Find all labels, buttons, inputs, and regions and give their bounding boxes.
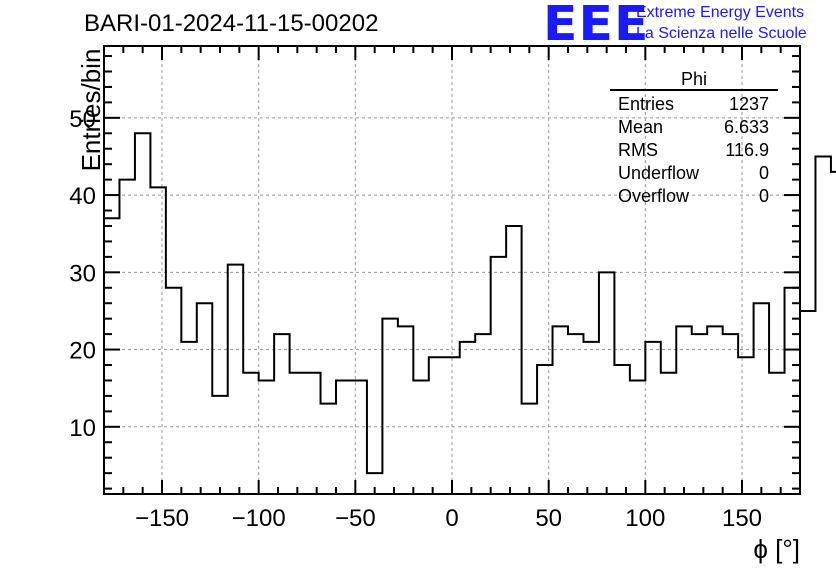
x-tick-label: −100 (232, 505, 286, 532)
stats-value: 0 (759, 163, 769, 183)
grid-lines (104, 46, 800, 494)
stats-label: Underflow (618, 163, 700, 183)
x-tick-label: 150 (722, 505, 762, 532)
y-tick-label: 20 (69, 338, 96, 365)
y-tick-labels: 10 20 30 40 50 (69, 106, 96, 442)
stats-box: Phi Entries 1237 Mean 6.633 RMS 116.9 Underflo… (610, 69, 778, 206)
stats-value: 1237 (729, 94, 769, 114)
x-tick-label: 100 (625, 505, 665, 532)
stats-value: 0 (759, 186, 769, 206)
stats-value: 6.633 (724, 117, 769, 137)
stats-box-name: Phi (681, 69, 707, 89)
logo-line-1: Extreme Energy Events (636, 4, 805, 21)
y-tick-label: 50 (69, 106, 96, 133)
stats-label: Overflow (618, 186, 690, 206)
x-tick-label: 50 (535, 505, 562, 532)
chart-title: BARI-01-2024-11-15-00202 (84, 10, 379, 37)
y-tick-label: 30 (69, 260, 96, 287)
x-tick-label: 0 (445, 505, 458, 532)
eee-logo: EEE (543, 0, 650, 52)
stats-value: 116.9 (725, 140, 769, 160)
x-tick-label: −150 (135, 505, 189, 532)
x-axis-label: ϕ [°] (753, 534, 800, 564)
stats-label: RMS (618, 140, 658, 160)
logo-line-2: La Scienza nelle Scuole (636, 25, 807, 42)
y-tick-label: 10 (69, 415, 96, 442)
y-axis-label: Entries/bin (76, 49, 106, 172)
x-tick-labels: −150 −100 −50 0 50 100 150 (135, 505, 762, 532)
axis-ticks (104, 46, 800, 494)
stats-label: Mean (618, 117, 663, 137)
histogram-line (104, 132, 836, 475)
y-tick-label: 40 (69, 183, 96, 210)
stats-label: Entries (618, 94, 674, 114)
x-tick-label: −50 (335, 505, 376, 532)
